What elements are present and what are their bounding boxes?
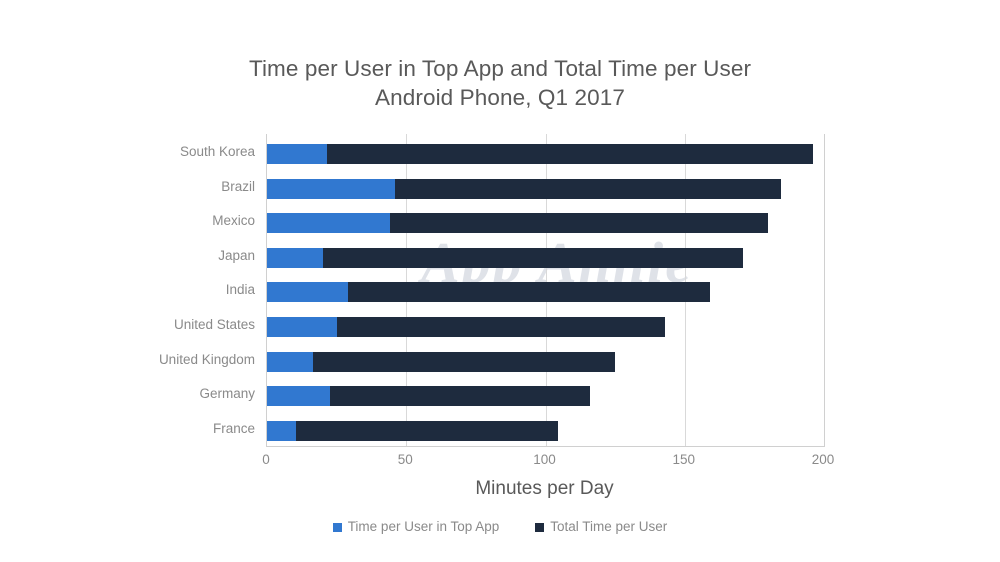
x-tick-150: 150 <box>672 452 696 467</box>
bar-row-south-korea[interactable] <box>267 137 824 172</box>
y-axis-label-brazil: Brazil <box>221 178 255 194</box>
y-axis-label-mexico: Mexico <box>212 213 255 229</box>
x-tick-200: 200 <box>811 452 835 467</box>
x-tick-100: 100 <box>533 452 556 467</box>
bar-segment-total-time[interactable] <box>347 282 710 303</box>
y-axis-label-united-states: United States <box>173 317 255 332</box>
bar-stack[interactable] <box>267 351 616 372</box>
bar-row-japan[interactable] <box>267 241 824 276</box>
bar-stack[interactable] <box>267 420 558 441</box>
chart-title-line2: Android Phone, Q1 2017 <box>375 85 625 110</box>
bar-segment-total-time[interactable] <box>336 317 666 337</box>
bar-row-united-kingdom[interactable] <box>267 345 824 380</box>
y-axis-label-south-korea: South Korea <box>179 144 255 159</box>
bar-row-mexico[interactable] <box>267 206 824 241</box>
bar-segment-total-time[interactable] <box>312 351 616 372</box>
bar-row-brazil[interactable] <box>267 172 824 207</box>
bar-row-india[interactable] <box>267 275 824 310</box>
bar-row-germany[interactable] <box>267 379 824 414</box>
bar-segment-total-time[interactable] <box>389 213 769 234</box>
bar-stack[interactable] <box>267 282 710 303</box>
bar-segment-top-app[interactable] <box>267 386 330 407</box>
legend-swatch-icon <box>535 522 545 532</box>
legend-label: Time per User in Top App <box>347 519 500 534</box>
legend-swatch-icon <box>332 522 342 532</box>
legend-label: Total Time per User <box>550 519 668 534</box>
bar-segment-top-app[interactable] <box>267 247 323 268</box>
bar-segment-top-app[interactable] <box>267 213 390 234</box>
bar-stack[interactable] <box>267 317 666 337</box>
bar-segment-total-time[interactable] <box>329 386 591 407</box>
y-axis-label-japan: Japan <box>218 247 255 263</box>
x-axis-title: Minutes per Day <box>475 478 614 499</box>
bar-stack[interactable] <box>267 247 744 268</box>
bar-segment-top-app[interactable] <box>267 282 348 303</box>
y-axis-label-france: France <box>212 420 255 436</box>
y-axis-label-india: India <box>225 282 255 298</box>
x-tick-50: 50 <box>397 452 413 467</box>
bar-segment-top-app[interactable] <box>267 144 327 164</box>
bar-segment-top-app[interactable] <box>267 420 297 441</box>
bar-segment-total-time[interactable] <box>322 247 744 268</box>
plot-area: App Annie <box>266 134 825 447</box>
y-axis-label-germany: Germany <box>199 386 255 402</box>
bar-stack[interactable] <box>267 213 769 234</box>
bar-segment-total-time[interactable] <box>395 178 781 199</box>
chart-title-line1: Time per User in Top App and Total Time … <box>248 56 752 81</box>
y-axis-label-united-kingdom: United Kingdom <box>158 351 255 367</box>
bar-rows <box>267 134 824 446</box>
chart-legend: Time per User in Top App Total Time per … <box>0 519 1000 535</box>
bar-segment-total-time[interactable] <box>296 420 558 441</box>
bar-segment-total-time[interactable] <box>326 144 813 164</box>
legend-item-top-app[interactable]: Time per User in Top App <box>332 519 500 535</box>
bar-stack[interactable] <box>267 144 813 164</box>
bar-stack[interactable] <box>267 386 591 407</box>
chart-title: Time per User in Top App and Total Time … <box>0 54 1000 112</box>
bar-stack[interactable] <box>267 178 781 199</box>
legend-item-total-time[interactable]: Total Time per User <box>535 519 667 535</box>
bar-segment-top-app[interactable] <box>267 178 396 199</box>
bar-segment-top-app[interactable] <box>267 351 313 372</box>
bar-segment-top-app[interactable] <box>267 317 337 337</box>
bar-row-france[interactable] <box>267 414 824 449</box>
bar-row-united-states[interactable] <box>267 310 824 345</box>
x-tick-0: 0 <box>262 452 270 467</box>
